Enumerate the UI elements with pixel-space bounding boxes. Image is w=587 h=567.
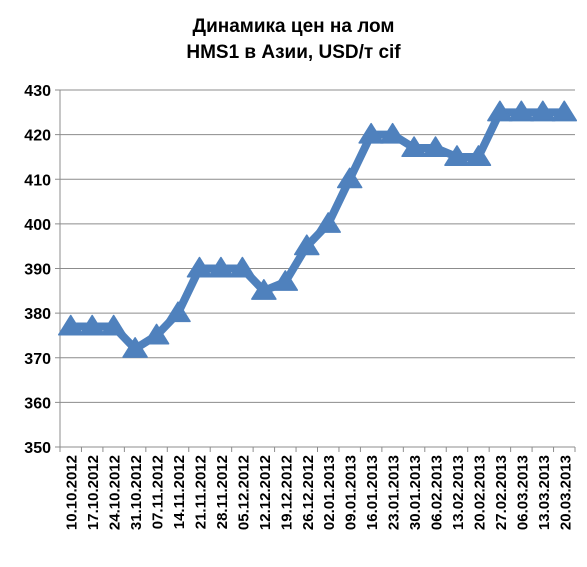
data-point-marker xyxy=(208,256,234,278)
data-point-marker xyxy=(251,279,277,300)
data-point-marker xyxy=(336,167,363,189)
data-point-marker xyxy=(508,100,535,122)
x-tick-label: 20.03.2013 xyxy=(557,455,574,530)
data-point-marker xyxy=(401,136,427,158)
data-point-marker xyxy=(122,337,148,358)
x-tick-label: 24.10.2012 xyxy=(107,455,124,530)
data-point-marker xyxy=(379,122,406,144)
data-point-marker xyxy=(465,145,492,166)
y-tick-label: 380 xyxy=(24,306,51,323)
x-tick-label: 31.10.2012 xyxy=(128,455,145,530)
x-tick-label: 17.10.2012 xyxy=(85,455,102,530)
data-point-marker xyxy=(530,100,556,122)
data-point-marker xyxy=(444,145,470,166)
x-tick-label: 23.01.2013 xyxy=(386,455,403,530)
x-tick-label: 02.01.2013 xyxy=(321,455,338,530)
x-tick-label: 06.02.2013 xyxy=(429,455,446,530)
chart-title: Динамика цен на лом HMS1 в Азии, USD/т c… xyxy=(0,14,587,66)
data-point-marker xyxy=(487,100,513,122)
data-point-marker xyxy=(358,122,384,144)
x-tick-label: 27.02.2013 xyxy=(493,455,510,530)
x-tick-label: 12.12.2012 xyxy=(257,455,274,530)
x-tick-label: 05.12.2012 xyxy=(235,455,252,530)
x-tick-label: 26.12.2012 xyxy=(300,455,317,530)
y-tick-label: 350 xyxy=(24,440,51,457)
x-tick-label: 30.01.2013 xyxy=(407,455,424,530)
data-point-marker xyxy=(186,256,213,278)
x-tick-label: 13.03.2013 xyxy=(536,455,553,530)
y-tick-label: 400 xyxy=(24,217,51,234)
data-point-marker xyxy=(294,234,320,256)
y-tick-label: 410 xyxy=(24,172,51,189)
x-tick-label: 14.11.2012 xyxy=(171,455,188,529)
data-point-marker xyxy=(422,136,449,158)
x-tick-label: 28.11.2012 xyxy=(214,455,231,529)
data-point-marker xyxy=(165,301,191,323)
y-tick-label: 420 xyxy=(24,128,51,145)
y-tick-label: 370 xyxy=(24,351,51,368)
chart-title-line-2: HMS1 в Азии, USD/т cif xyxy=(186,42,401,63)
x-tick-label: 20.02.2013 xyxy=(471,455,488,530)
data-point-marker xyxy=(79,314,105,336)
x-tick-label: 21.11.2012 xyxy=(192,455,209,529)
data-point-marker xyxy=(57,314,84,336)
data-point-marker xyxy=(100,314,127,336)
data-point-marker xyxy=(272,270,299,291)
y-tick-label: 430 xyxy=(24,83,51,100)
y-tick-label: 390 xyxy=(24,262,51,279)
data-point-marker xyxy=(143,323,170,345)
x-tick-label: 10.10.2012 xyxy=(64,455,81,530)
chart-title-line-1: Динамика цен на лом xyxy=(192,16,395,37)
x-tick-label: 09.01.2013 xyxy=(343,455,360,530)
y-tick-label: 360 xyxy=(24,395,51,412)
data-point-marker xyxy=(315,212,341,233)
x-tick-label: 16.01.2013 xyxy=(364,455,381,530)
x-tick-label: 19.12.2012 xyxy=(278,455,295,530)
x-tick-label: 06.03.2013 xyxy=(514,455,531,530)
data-point-marker xyxy=(229,256,256,278)
data-point-marker xyxy=(551,100,578,122)
x-tick-label: 07.11.2012 xyxy=(150,455,167,529)
x-tick-label: 13.02.2013 xyxy=(450,455,467,530)
